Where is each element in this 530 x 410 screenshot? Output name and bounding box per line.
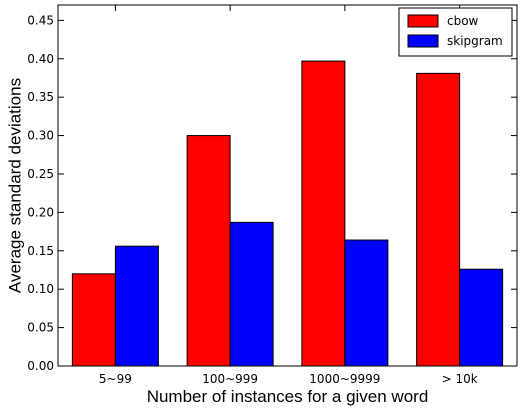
legend-label-skipgram: skipgram bbox=[447, 34, 503, 48]
x-tick-label: 5~99 bbox=[99, 372, 132, 386]
y-axis-label: Average standard deviations bbox=[5, 78, 24, 293]
y-tick-label: 0.15 bbox=[27, 244, 54, 258]
y-tick-label: 0.25 bbox=[27, 167, 54, 181]
y-tick-label: 0.10 bbox=[27, 282, 54, 296]
legend-swatch-skipgram bbox=[407, 34, 439, 48]
y-tick-label: 0.45 bbox=[27, 13, 54, 27]
bar-skipgram-3 bbox=[459, 268, 504, 367]
bar-skipgram-2 bbox=[344, 239, 389, 367]
y-tick-label: 0.30 bbox=[27, 129, 54, 143]
y-tick-label: 0.05 bbox=[27, 321, 54, 335]
bar-cbow-3 bbox=[416, 72, 461, 367]
x-axis: 5~99 100~999 1000~9999 > 10k bbox=[99, 5, 478, 386]
y-tick-label: 0.35 bbox=[27, 90, 54, 104]
legend-label-cbow: cbow bbox=[447, 14, 479, 28]
legend: cbow skipgram bbox=[398, 7, 513, 57]
y-tick-label: 0.20 bbox=[27, 205, 54, 219]
bar-skipgram-1 bbox=[229, 221, 274, 367]
legend-swatch-cbow bbox=[407, 14, 439, 28]
y-axis: 0.00 0.05 0.10 0.15 0.20 0.25 0.30 0.35 0.40 0.45 bbox=[27, 13, 517, 373]
plot-frame bbox=[57, 4, 518, 367]
bar-skipgram-0 bbox=[114, 245, 159, 367]
bar-cbow-2 bbox=[301, 60, 346, 367]
bar-cbow-0 bbox=[71, 273, 116, 367]
bars-group bbox=[71, 60, 504, 367]
x-tick-label: 100~999 bbox=[202, 372, 258, 386]
bar-cbow-1 bbox=[186, 135, 231, 367]
x-tick-label: 1000~9999 bbox=[309, 372, 380, 386]
y-tick-label: 0.40 bbox=[27, 52, 54, 66]
y-tick-label: 0.00 bbox=[27, 359, 54, 373]
x-axis-label: Number of instances for a given word bbox=[147, 387, 429, 406]
x-tick-label: > 10k bbox=[442, 372, 478, 386]
